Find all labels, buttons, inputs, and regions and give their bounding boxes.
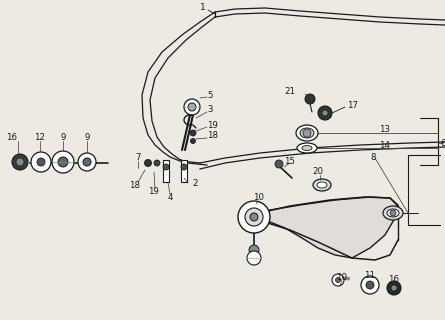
Circle shape <box>391 285 397 291</box>
Circle shape <box>12 154 28 170</box>
Polygon shape <box>252 197 398 258</box>
Text: 13: 13 <box>380 125 391 134</box>
Text: 6: 6 <box>440 139 445 148</box>
Circle shape <box>37 158 45 166</box>
Text: 18: 18 <box>207 132 218 140</box>
Text: 20: 20 <box>312 167 324 177</box>
Ellipse shape <box>296 125 318 141</box>
Circle shape <box>58 157 68 167</box>
Circle shape <box>190 130 196 136</box>
Text: 10: 10 <box>336 273 348 282</box>
Text: 11: 11 <box>364 270 376 279</box>
Circle shape <box>366 281 374 289</box>
Circle shape <box>322 110 328 116</box>
Circle shape <box>387 281 401 295</box>
Ellipse shape <box>313 179 331 191</box>
Ellipse shape <box>302 146 312 150</box>
Circle shape <box>275 160 283 168</box>
Ellipse shape <box>317 182 327 188</box>
Bar <box>181 160 187 182</box>
Circle shape <box>78 153 96 171</box>
Text: 1: 1 <box>200 4 206 12</box>
Text: 19: 19 <box>207 121 218 130</box>
Text: 3: 3 <box>207 106 213 115</box>
Text: 4: 4 <box>167 193 173 202</box>
Circle shape <box>52 151 74 173</box>
Circle shape <box>31 152 51 172</box>
Circle shape <box>250 213 258 221</box>
Circle shape <box>332 274 344 286</box>
Ellipse shape <box>383 206 403 220</box>
Circle shape <box>163 164 169 170</box>
Circle shape <box>190 139 195 143</box>
Text: 9: 9 <box>61 133 66 142</box>
Circle shape <box>16 158 24 166</box>
Text: 21: 21 <box>284 86 295 95</box>
Bar <box>163 160 169 182</box>
Circle shape <box>181 164 187 170</box>
Circle shape <box>188 103 196 111</box>
Text: 16: 16 <box>7 133 17 142</box>
Circle shape <box>336 277 340 283</box>
Circle shape <box>318 106 332 120</box>
Ellipse shape <box>297 143 317 153</box>
Text: 2: 2 <box>192 179 198 188</box>
Circle shape <box>83 158 91 166</box>
Text: 14: 14 <box>380 140 391 149</box>
Circle shape <box>245 208 263 226</box>
Text: 16: 16 <box>388 275 400 284</box>
Text: 10: 10 <box>254 194 264 203</box>
Circle shape <box>238 201 270 233</box>
Circle shape <box>247 251 261 265</box>
Text: 15: 15 <box>284 157 295 166</box>
Circle shape <box>154 160 160 166</box>
Circle shape <box>303 129 311 137</box>
Ellipse shape <box>300 128 314 138</box>
Circle shape <box>361 276 379 294</box>
Text: 5: 5 <box>207 91 213 100</box>
Ellipse shape <box>387 209 399 217</box>
Text: 18: 18 <box>129 180 141 189</box>
Text: 19: 19 <box>148 188 158 196</box>
Text: 7: 7 <box>135 154 141 163</box>
Text: 12: 12 <box>35 133 45 142</box>
Text: 9: 9 <box>84 133 90 142</box>
Circle shape <box>249 245 259 255</box>
Text: 17: 17 <box>347 100 358 109</box>
Circle shape <box>305 94 315 104</box>
Circle shape <box>390 210 396 216</box>
Text: 8: 8 <box>370 154 376 163</box>
Circle shape <box>145 159 151 166</box>
Circle shape <box>184 99 200 115</box>
